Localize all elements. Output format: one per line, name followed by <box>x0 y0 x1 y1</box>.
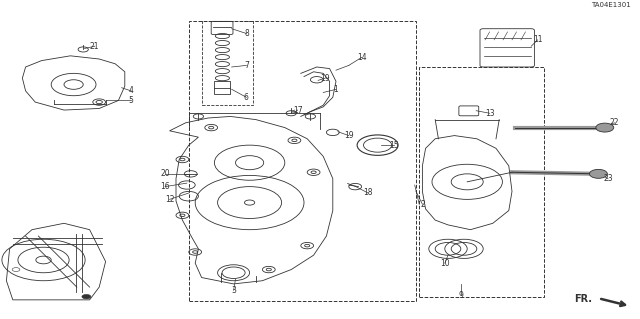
Text: 22: 22 <box>610 118 619 127</box>
Text: 23: 23 <box>603 174 613 183</box>
Circle shape <box>589 169 607 178</box>
Text: FR.: FR. <box>574 294 592 304</box>
Text: 3: 3 <box>231 286 236 295</box>
Text: 7: 7 <box>244 61 249 70</box>
Text: 15: 15 <box>388 141 399 150</box>
Text: 19: 19 <box>320 74 330 83</box>
Text: 21: 21 <box>90 42 99 51</box>
Text: 9: 9 <box>458 291 463 300</box>
Circle shape <box>82 294 91 299</box>
Text: 16: 16 <box>160 182 170 191</box>
Text: 19: 19 <box>344 131 354 140</box>
Bar <box>202 21 253 105</box>
Text: 12: 12 <box>165 195 174 204</box>
Bar <box>419 67 544 297</box>
Text: 20: 20 <box>160 169 170 178</box>
Text: 10: 10 <box>440 259 450 268</box>
Bar <box>189 21 416 301</box>
Text: 11: 11 <box>533 35 542 44</box>
Text: 1: 1 <box>333 85 339 94</box>
Text: 2: 2 <box>420 200 425 209</box>
Text: 14: 14 <box>356 53 367 62</box>
Bar <box>214 81 230 94</box>
Text: TA04E1301: TA04E1301 <box>591 2 630 8</box>
Text: 6: 6 <box>244 93 249 102</box>
Text: 17: 17 <box>292 106 303 115</box>
Text: 4: 4 <box>129 86 134 95</box>
Circle shape <box>596 123 614 132</box>
Text: 13: 13 <box>484 109 495 118</box>
Text: 18: 18 <box>364 189 372 197</box>
Text: 5: 5 <box>129 96 134 105</box>
Text: 8: 8 <box>244 29 249 38</box>
